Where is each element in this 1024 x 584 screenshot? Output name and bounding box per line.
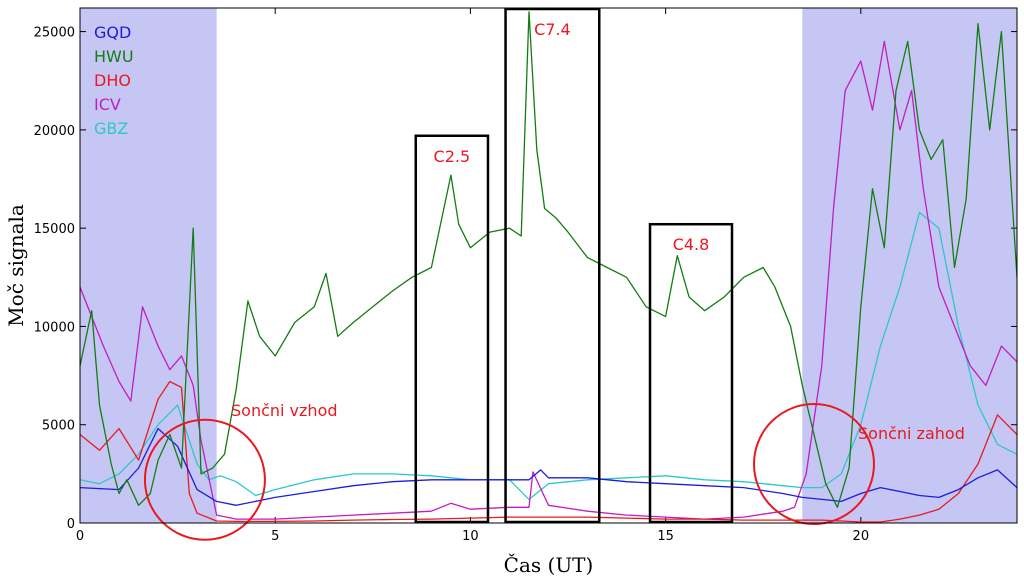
sunset-circle xyxy=(752,403,875,526)
x-tick-label: 15 xyxy=(657,529,674,544)
legend-item-gqd: GQD xyxy=(94,23,131,42)
sun-circles xyxy=(143,403,875,541)
x-tick-label: 10 xyxy=(462,529,479,544)
flare-label: C7.4 xyxy=(534,20,571,39)
legend-item-dho: DHO xyxy=(94,71,131,90)
series-line-hwu xyxy=(79,11,1018,508)
y-tick-label: 10000 xyxy=(34,320,75,335)
night-shade-1 xyxy=(802,8,1017,523)
y-tick-label: 25000 xyxy=(34,26,75,41)
flare-label: C2.5 xyxy=(434,147,471,166)
series-line-gbz xyxy=(79,211,1018,501)
y-tick-label: 5000 xyxy=(42,419,75,434)
series-lines xyxy=(79,11,1018,523)
y-tick-label: 20000 xyxy=(34,124,75,139)
plot-frame xyxy=(79,7,1018,524)
series-line-dho xyxy=(79,380,1018,523)
flare-box-c7-4 xyxy=(504,7,601,524)
legend-item-gbz: GBZ xyxy=(94,119,128,138)
legend-item-hwu: HWU xyxy=(94,47,134,66)
flare-box-c4-8 xyxy=(648,222,734,524)
series-line-icv xyxy=(79,40,1018,520)
legend: GQD HWU DHO ICV GBZ xyxy=(94,23,134,138)
x-axis-title: Čas (UT) xyxy=(504,552,594,577)
flare-box-c2-5 xyxy=(414,134,490,524)
y-tick-label: 15000 xyxy=(34,222,75,237)
flare-label: C4.8 xyxy=(673,235,710,254)
legend-item-icv: ICV xyxy=(94,95,121,114)
x-tick-label: 0 xyxy=(76,529,84,544)
y-tick-label: 0 xyxy=(67,517,75,532)
x-tick-label: 5 xyxy=(271,529,279,544)
sunrise-circle xyxy=(143,418,266,541)
sunset-label: Sončni zahod xyxy=(858,424,965,443)
tick-labels: 0 5 10 15 20 0 5000 10000 15000 20000 25000 xyxy=(34,26,869,544)
y-axis-title: Moč signala xyxy=(4,204,28,327)
sunrise-label: Sončni vzhod xyxy=(231,401,338,420)
series-line-gqd xyxy=(79,427,1018,506)
flare-boxes: C2.5 C7.4 C4.8 xyxy=(414,7,734,524)
x-tick-label: 20 xyxy=(853,529,870,544)
